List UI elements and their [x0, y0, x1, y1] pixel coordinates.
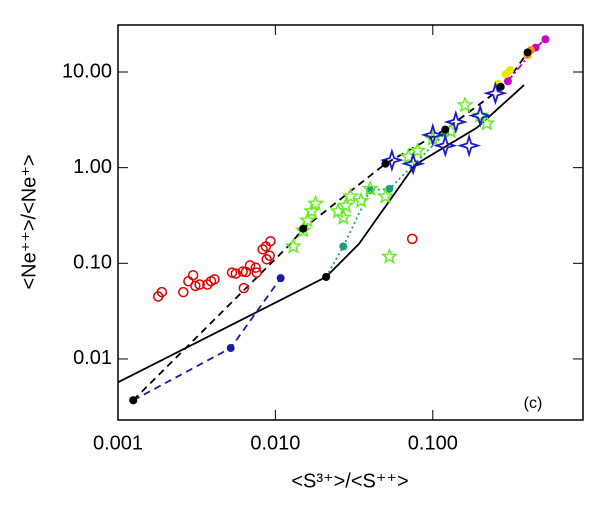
y-tick-label: 0.01 [73, 347, 112, 369]
point [381, 159, 390, 168]
point [284, 237, 302, 254]
point [408, 141, 427, 159]
point [306, 194, 325, 211]
point [298, 211, 317, 228]
point [303, 202, 321, 219]
point [264, 250, 275, 261]
point [202, 279, 213, 290]
point [503, 77, 512, 86]
point [265, 236, 276, 247]
point [352, 191, 370, 209]
y-tick-label: 0.10 [73, 252, 112, 274]
point [334, 208, 352, 225]
point [209, 274, 220, 285]
point [250, 262, 261, 273]
x-axis-label: <S³⁺>/<S⁺⁺> [291, 470, 408, 492]
point [506, 65, 515, 74]
point [129, 396, 138, 405]
point [322, 272, 331, 281]
point [496, 82, 505, 91]
plot-frame [117, 24, 584, 421]
point [441, 125, 450, 134]
point [194, 279, 205, 290]
point [299, 224, 308, 233]
point [294, 221, 312, 238]
point [190, 280, 201, 292]
panel-label: (c) [524, 395, 543, 412]
point [257, 244, 268, 255]
point [385, 184, 394, 193]
point [471, 106, 489, 124]
point [187, 269, 199, 281]
x-tick-label: 0.001 [93, 432, 143, 454]
point [251, 267, 262, 278]
point [226, 344, 235, 353]
x-tick-label: 0.100 [408, 432, 458, 454]
x-tick-label: 0.010 [250, 432, 300, 454]
point [420, 122, 445, 147]
point [456, 96, 474, 113]
point [401, 151, 426, 176]
point [380, 247, 399, 265]
point [341, 187, 360, 204]
series-line [118, 84, 525, 384]
point [468, 103, 493, 128]
point [483, 81, 508, 106]
point [339, 242, 348, 251]
point [230, 268, 242, 279]
plot-area [118, 35, 550, 405]
point [443, 109, 468, 135]
point [406, 233, 418, 245]
point [244, 260, 256, 271]
point [156, 286, 168, 298]
point [457, 133, 482, 158]
point [523, 48, 532, 57]
point [178, 286, 189, 298]
point [276, 274, 285, 283]
point [376, 187, 395, 204]
point [238, 282, 250, 294]
point [379, 148, 404, 173]
y-tick-label: 10.00 [62, 60, 112, 82]
y-tick-label: 1.00 [73, 156, 112, 178]
point [433, 133, 458, 158]
series-line [132, 277, 282, 402]
point [337, 196, 355, 214]
y-axis-label: <Ne⁺⁺>/<Ne⁺> [18, 154, 40, 289]
series-line [507, 38, 547, 82]
point [541, 35, 550, 44]
point [361, 179, 379, 197]
